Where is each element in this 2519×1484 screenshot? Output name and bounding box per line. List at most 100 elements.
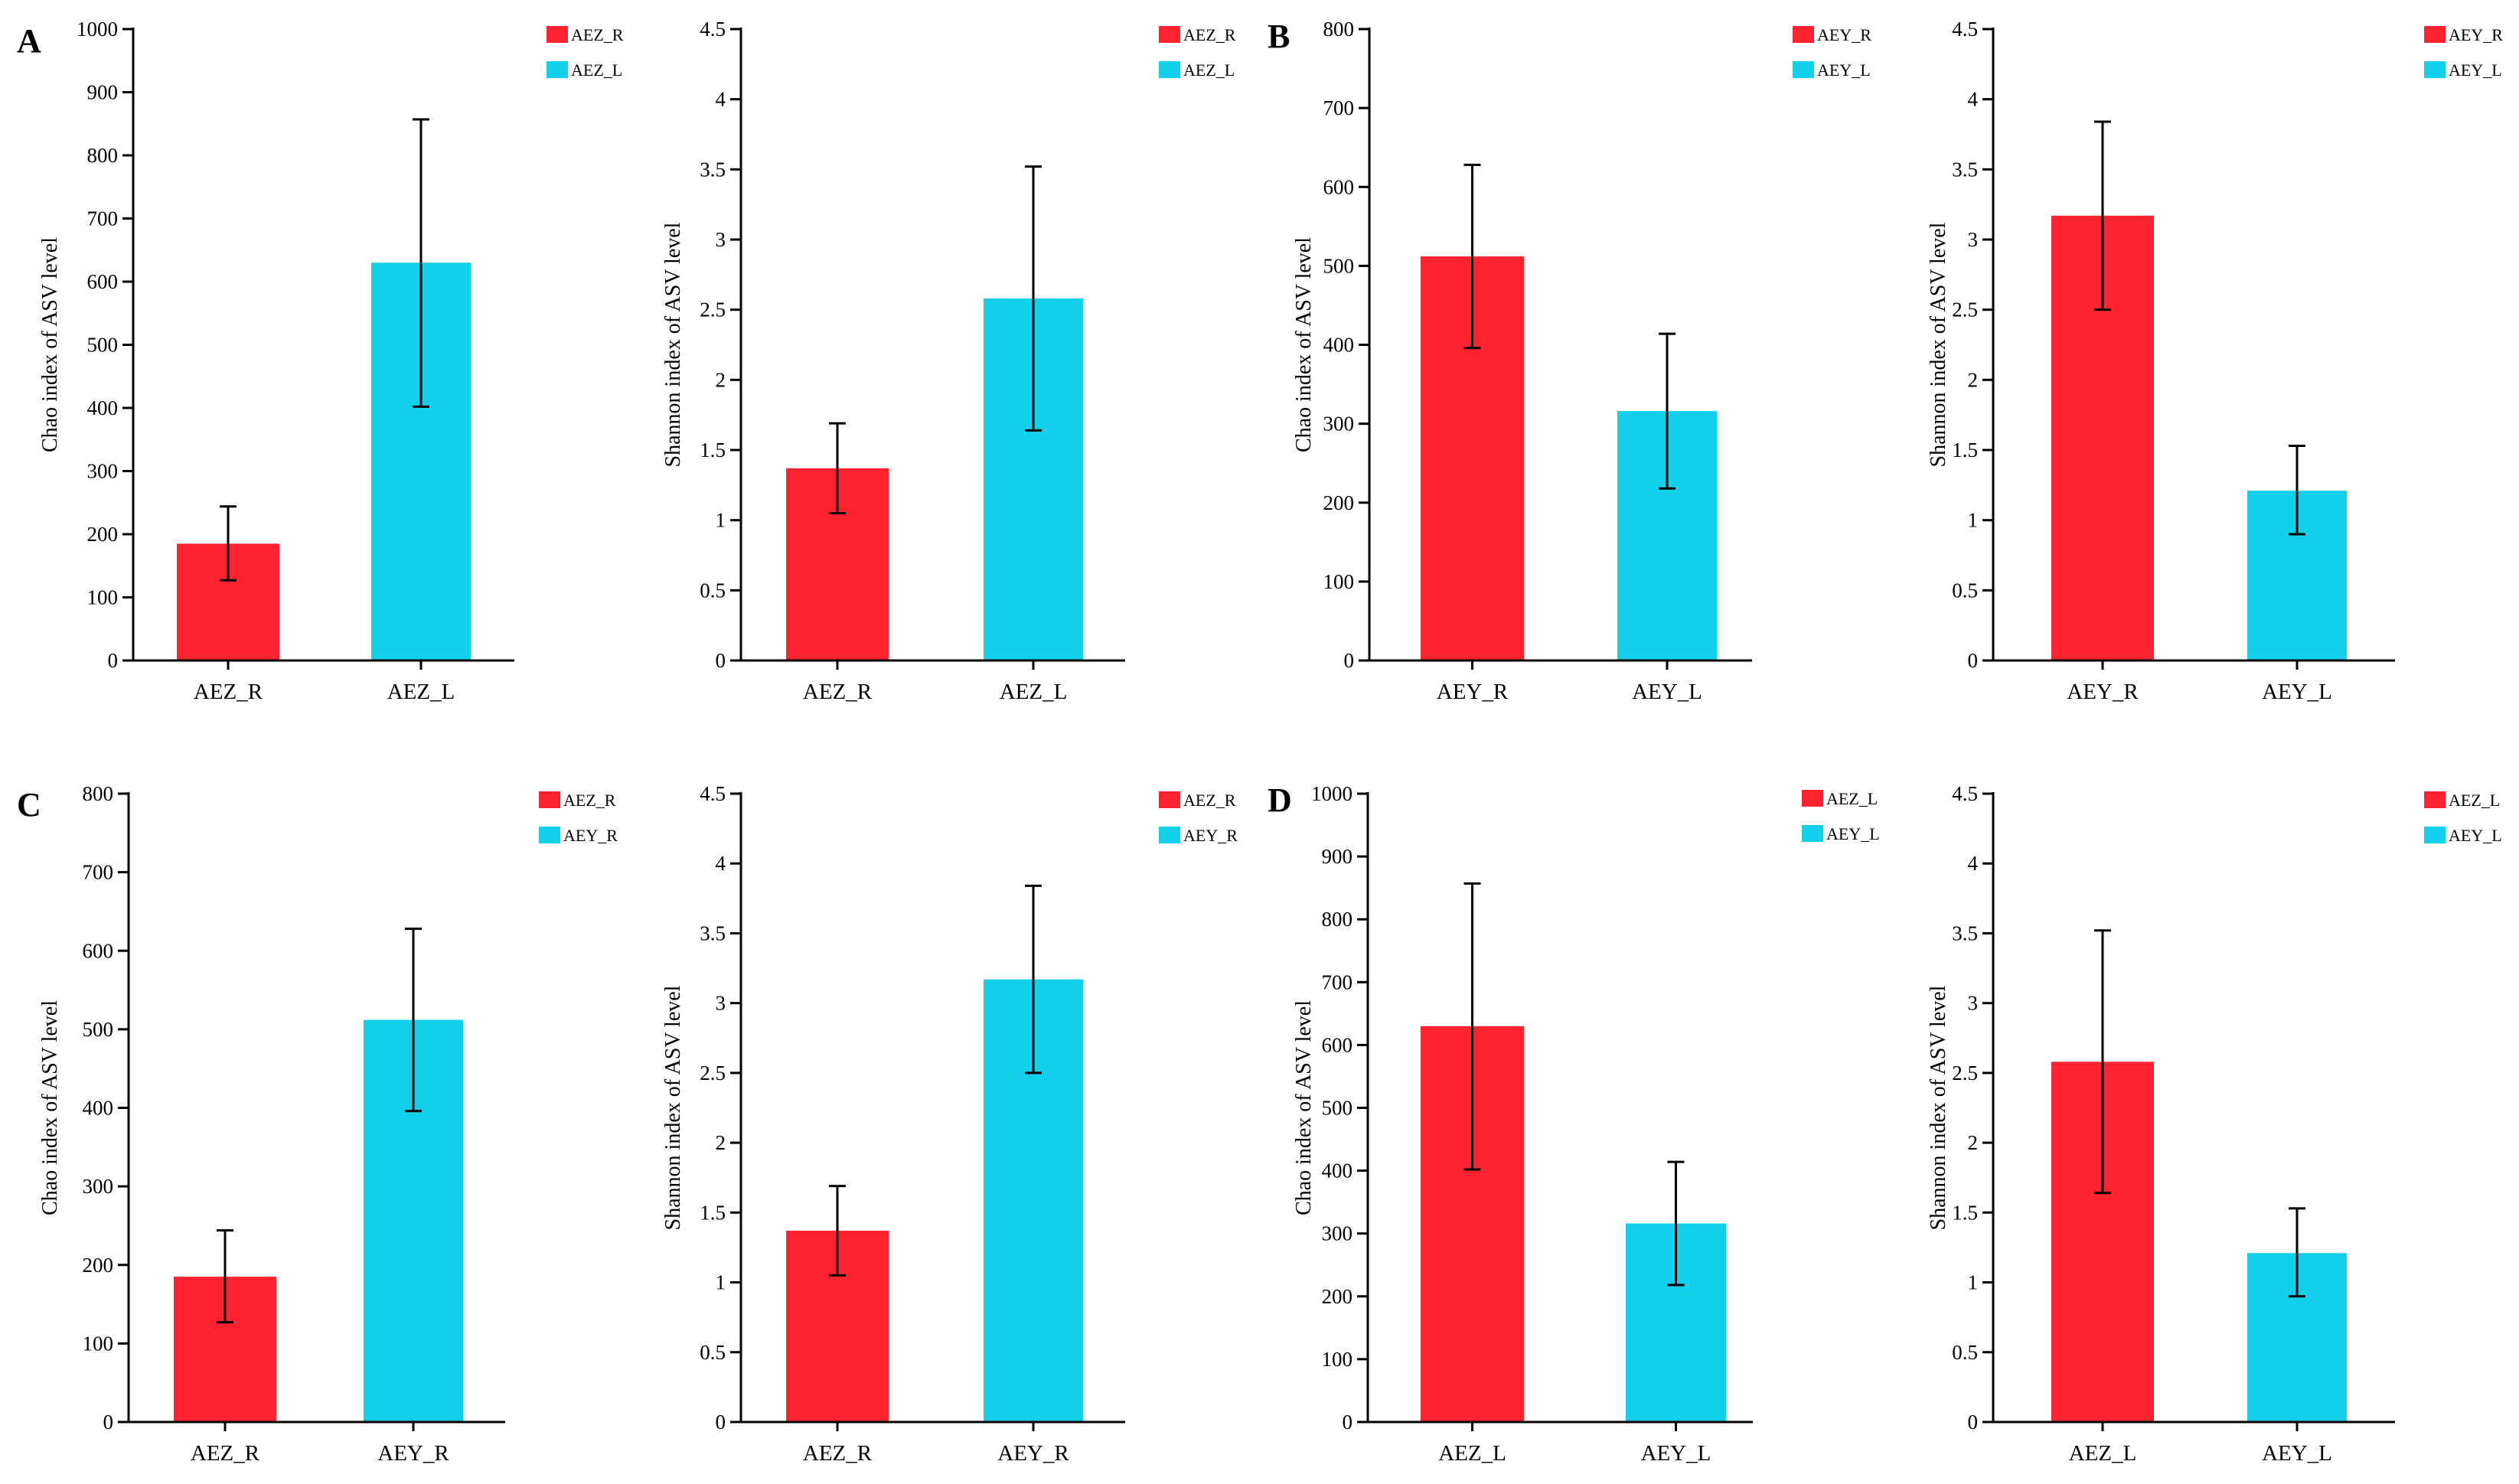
y-tick-label: 2.5 [1952, 1062, 1978, 1084]
y-tick-label: 800 [1322, 908, 1353, 931]
y-tick-label: 400 [87, 396, 119, 419]
y-tick-label: 100 [83, 1332, 114, 1355]
y-tick-label: 100 [1322, 1348, 1353, 1371]
x-tick-label: AEZ_L [2069, 1441, 2137, 1466]
y-tick-label: 0 [103, 1411, 114, 1433]
y-tick-label: 0.5 [700, 579, 726, 602]
y-tick-label: 400 [1322, 1159, 1353, 1182]
legend-label: AEY_R [1817, 25, 1871, 44]
chart-4: 0 100 200 300 400 500 600 700 800 AEZ_R AEY_R Chao … [38, 782, 618, 1466]
y-tick-label: 1000 [1311, 782, 1352, 805]
legend-label: AEY_L [2449, 60, 2502, 80]
panel-label-b: B [1268, 18, 1290, 55]
y-tick-label: 0.5 [700, 1341, 726, 1364]
error-bar-AEY_R [1463, 163, 1481, 350]
legend: AEZ_R AEY_R [539, 791, 618, 845]
y-tick-label: 300 [83, 1175, 114, 1198]
y-tick-label: 800 [87, 144, 119, 167]
legend-label: AEZ_L [571, 60, 622, 80]
error-bar-AEY_L [2289, 1207, 2305, 1298]
y-tick-label: 2.5 [700, 1062, 726, 1084]
y-tick-label: 500 [83, 1018, 114, 1041]
y-tick-label: 600 [1323, 175, 1355, 198]
y-tick-label: 4 [1968, 852, 1979, 875]
y-tick-label: 4.5 [1952, 18, 1978, 41]
legend-swatch [2424, 791, 2446, 808]
y-tick-label: 3.5 [1952, 158, 1978, 181]
y-tick-label: 3.5 [700, 921, 726, 944]
chart-5: 0 0.5 1 1.5 2 2.5 3 3.5 4 4.5 AEZ_R AEY_R Shannon in… [661, 782, 1238, 1466]
y-tick-label: 4.5 [700, 18, 726, 41]
y-tick-label: 3 [1968, 992, 1979, 1015]
y-tick-label: 200 [83, 1254, 114, 1277]
y-tick-label: 0 [1344, 649, 1355, 672]
legend: AEZ_L AEY_L [2424, 791, 2502, 845]
y-tick-label: 1 [1968, 509, 1979, 532]
legend-label: AEY_R [1183, 826, 1238, 845]
legend-label: AEZ_R [1183, 791, 1236, 810]
legend-swatch [1159, 61, 1180, 78]
y-tick-label: 4 [716, 852, 726, 875]
y-tick-label: 600 [1322, 1033, 1353, 1056]
error-bar-AEZ_L [1025, 165, 1042, 432]
y-tick-label: 800 [1323, 18, 1355, 41]
y-tick-label: 200 [1323, 491, 1355, 514]
error-bar-AEZ_L [2094, 929, 2111, 1195]
y-tick-label: 1.5 [1952, 1201, 1978, 1224]
x-tick-label: AEY_R [997, 1441, 1069, 1466]
x-tick-label: AEY_L [2262, 680, 2332, 704]
error-bar-AEZ_R [829, 1185, 846, 1277]
x-tick-label: AEY_R [1437, 680, 1509, 704]
legend-swatch [539, 827, 560, 843]
error-bar-AEY_L [1659, 332, 1676, 490]
legend-swatch [1802, 825, 1823, 842]
y-tick-label: 200 [1322, 1285, 1353, 1308]
legend-label: AEZ_L [1826, 789, 1878, 808]
y-tick-label: 2.5 [700, 298, 726, 321]
y-axis-label: Shannon index of ASV level [1927, 985, 1950, 1230]
panel-label-c: C [17, 786, 41, 824]
y-tick-label: 1 [1968, 1271, 1979, 1294]
x-tick-label: AEZ_L [387, 680, 455, 704]
legend: AEY_R AEY_L [1793, 25, 1871, 80]
panel-label-d: D [1268, 781, 1292, 819]
legend-swatch [1159, 26, 1180, 43]
y-tick-label: 0 [716, 1411, 726, 1433]
x-tick-label: AEY_R [377, 1441, 449, 1466]
y-tick-label: 1 [716, 1271, 726, 1294]
y-tick-label: 3 [716, 992, 726, 1015]
y-tick-label: 1.5 [700, 439, 726, 462]
y-tick-label: 2 [716, 368, 726, 391]
y-tick-label: 100 [1323, 570, 1355, 593]
y-tick-label: 2 [1968, 1131, 1979, 1154]
legend: AEZ_R AEZ_L [547, 25, 624, 80]
y-tick-label: 0 [1968, 649, 1979, 672]
y-tick-label: 1.5 [1952, 439, 1978, 462]
legend: AEY_R AEY_L [2424, 25, 2503, 80]
legend-label: AEZ_R [571, 25, 624, 44]
y-axis-label: Chao index of ASV level [38, 1000, 62, 1215]
legend-label: AEY_R [2449, 25, 2503, 44]
x-tick-label: AEZ_R [803, 680, 873, 704]
y-tick-label: 500 [1322, 1097, 1353, 1120]
legend-label: AEY_L [1826, 824, 1880, 843]
chart-7: 0 0.5 1 1.5 2 2.5 3 3.5 4 4.5 AEZ_L AEY_L Shannon in… [1927, 782, 2502, 1466]
y-axis-label: Shannon index of ASV level [661, 985, 685, 1230]
y-tick-label: 700 [87, 207, 119, 230]
y-tick-label: 1 [716, 509, 726, 532]
error-bar-AEZ_R [220, 505, 237, 582]
y-tick-label: 400 [1323, 334, 1355, 357]
y-axis-label: Chao index of ASV level [1292, 237, 1316, 452]
y-tick-label: 700 [1322, 970, 1353, 993]
y-tick-label: 100 [87, 586, 119, 609]
legend-swatch [1793, 61, 1814, 78]
x-tick-label: AEZ_R [194, 680, 263, 704]
y-tick-label: 0 [108, 649, 119, 672]
legend: AEZ_R AEZ_L [1159, 25, 1236, 80]
y-tick-label: 3 [716, 228, 726, 251]
x-tick-label: AEY_L [2262, 1441, 2332, 1466]
y-tick-label: 300 [1323, 413, 1355, 435]
legend-label: AEZ_L [2449, 791, 2500, 810]
y-tick-label: 4 [1968, 88, 1979, 111]
